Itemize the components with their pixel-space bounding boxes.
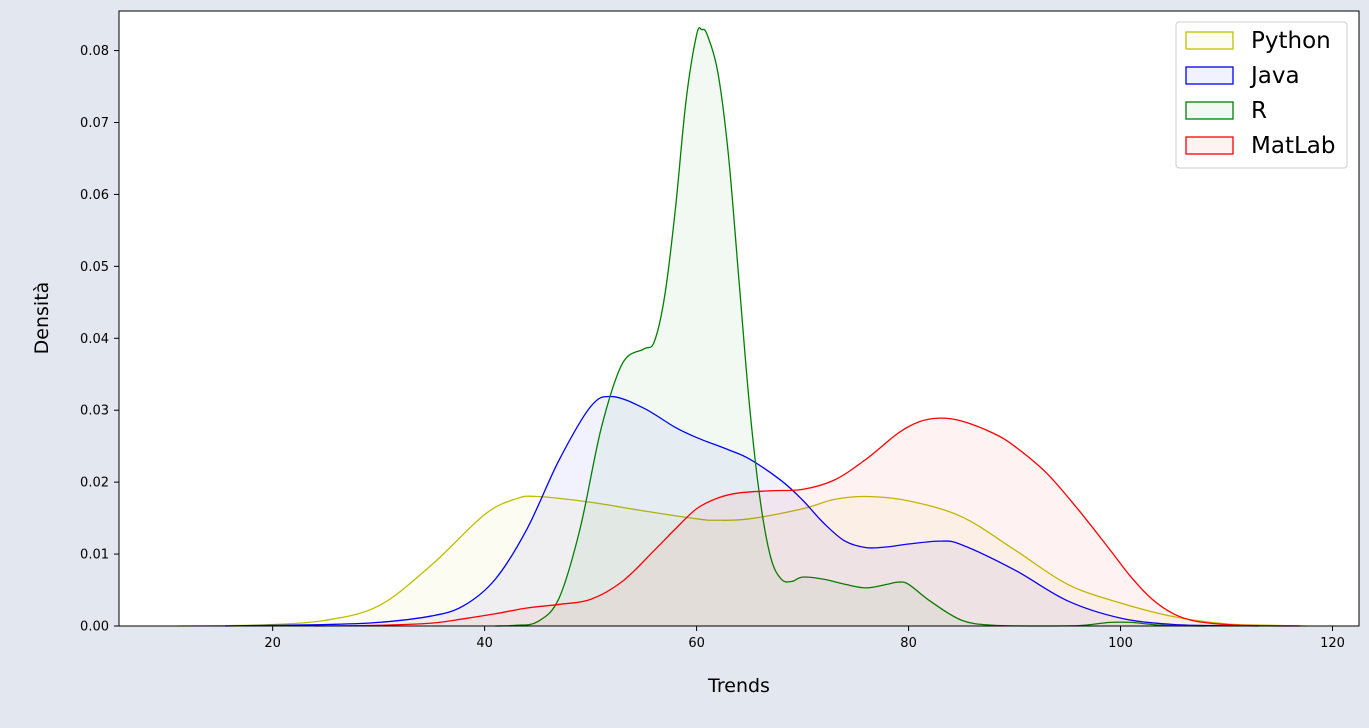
y-tick-label: 0.07 [80,116,109,131]
y-tick-label: 0.04 [80,332,109,347]
legend-swatch-java [1185,66,1234,85]
legend-swatch-matlab [1185,136,1234,155]
x-tick-label: 20 [264,636,281,651]
series-area-python [177,496,1307,626]
legend-swatch-r [1185,101,1234,120]
legend-swatch-python [1185,31,1234,50]
y-tick-label: 0.06 [80,188,109,203]
series-line-python [177,495,1307,627]
series-line-java [224,395,1259,627]
legend-label-r: R [1251,98,1267,124]
y-axis: 0.00 0.01 0.02 0.03 0.04 0.05 0.06 0.07 0.08 [80,44,119,635]
legend-label-matlab: MatLab [1251,133,1335,159]
legend-label-python: Python [1251,28,1331,54]
plot-area [119,11,1359,626]
x-axis-label: Trends [707,675,770,697]
y-tick-label: 0.02 [80,476,109,491]
x-tick-label: 100 [1108,636,1133,651]
x-axis: 20 40 60 80 100 120 [264,626,1345,651]
series-area-r [495,27,1206,626]
series-line-matlab [315,417,1301,627]
x-tick-label: 60 [688,636,705,651]
y-tick-label: 0.05 [80,260,109,275]
y-axis-label: Densità [31,282,53,355]
series-area-matlab [315,418,1301,626]
plot-frame [118,10,1360,627]
legend-box [1175,21,1348,169]
series-line-r [495,27,1206,627]
y-tick-label: 0.01 [80,548,109,563]
series-area-java [224,396,1259,626]
y-tick-label: 0.08 [80,44,109,59]
y-tick-label: 0.03 [80,404,109,419]
legend: Python Java R MatLab [1175,21,1348,169]
legend-label-java: Java [1249,63,1300,89]
series-layer [177,27,1307,627]
y-tick-label: 0.00 [80,620,109,635]
x-tick-label: 40 [476,636,493,651]
x-tick-label: 80 [900,636,917,651]
x-tick-label: 120 [1320,636,1345,651]
